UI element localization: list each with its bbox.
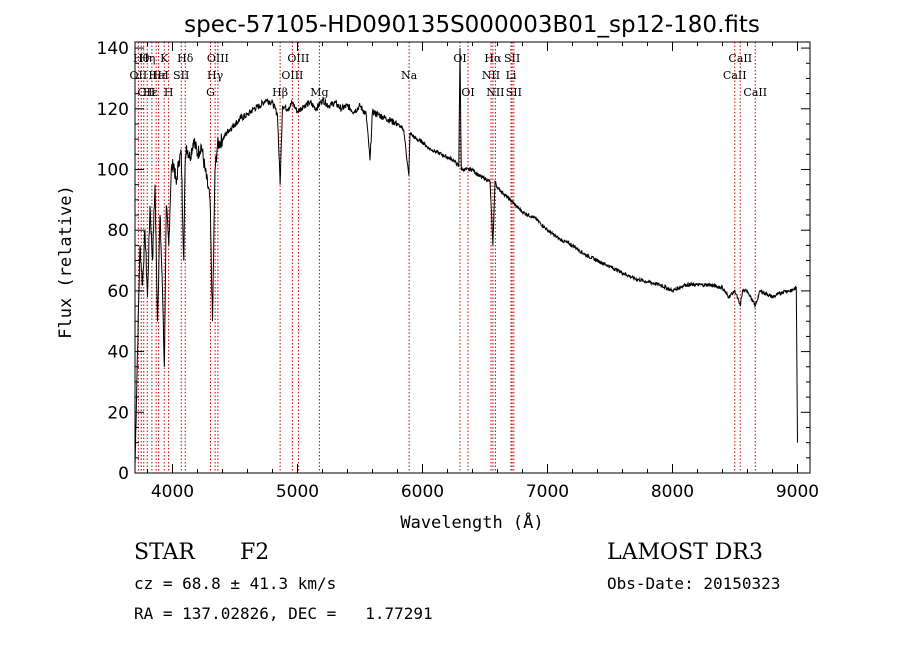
object-subclass: F2 (240, 540, 270, 565)
line-marker-label: Hδ (177, 52, 194, 65)
coordinates: RA = 137.02826, DEC = 1.77291 (134, 604, 433, 623)
y-tick-label: 20 (107, 403, 129, 423)
x-tick-label: 7000 (526, 482, 569, 502)
line-marker-label: SII (506, 86, 522, 99)
survey-name: LAMOST DR3 (607, 540, 763, 565)
line-marker-label: CaII (728, 52, 752, 65)
obs-date: Obs-Date: 20150323 (607, 574, 781, 593)
line-marker-label: Mg (310, 86, 328, 99)
y-axis-label: Flux (relative) (56, 185, 76, 339)
line-marker-label: OIII (287, 52, 309, 65)
line-marker-label: Na (401, 69, 418, 82)
y-tick-label: 80 (107, 221, 129, 241)
line-marker-label: Hβ (272, 86, 288, 99)
line-marker-label: Hα (484, 52, 502, 65)
line-marker-label: NII (482, 69, 500, 82)
y-axis: 0 20 40 60 80 100 120 140 (97, 39, 810, 484)
object-class: STAR (134, 540, 195, 565)
line-marker-label: Hγ (207, 69, 224, 82)
plot-frame (134, 41, 811, 474)
x-tick-label: 6000 (401, 482, 444, 502)
x-tick-label: 5000 (276, 482, 319, 502)
y-tick-label: 100 (97, 160, 129, 180)
line-marker-label: HeI (148, 69, 168, 82)
flux-series-line (134, 48, 798, 467)
line-marker-label: OIII (207, 52, 229, 65)
line-marker-label: K (160, 52, 169, 65)
line-marker-label: CaII (723, 69, 747, 82)
line-marker-label: OII (138, 86, 156, 99)
x-tick-label: 9000 (776, 482, 819, 502)
x-tick-label: 4000 (151, 482, 194, 502)
line-marker-label: Hη (139, 52, 155, 65)
chart-title: spec-57105-HD090135S000003B01_sp12-180.f… (184, 12, 760, 38)
line-markers (137, 42, 756, 473)
line-marker-label: NII (486, 86, 504, 99)
line-marker-label: OII (130, 69, 148, 82)
y-tick-label: 140 (97, 39, 129, 59)
x-axis: 4000 5000 6000 7000 8000 9000 (147, 42, 819, 502)
y-tick-label: 40 (107, 343, 129, 363)
line-marker-label: OIII (281, 69, 303, 82)
line-marker-label: Hε (152, 69, 168, 82)
line-marker-label: CaII (743, 86, 767, 99)
redshift-line: cz = 68.8 ± 41.3 km/s (134, 574, 337, 593)
line-marker-label: Hε (143, 86, 159, 99)
x-tick-label: 8000 (651, 482, 694, 502)
line-marker-label: H (164, 86, 174, 99)
line-marker-label: Li (506, 69, 517, 82)
line-marker-label: OI (461, 86, 474, 99)
y-tick-label: 60 (107, 282, 129, 302)
line-marker-label: Hθ (133, 52, 150, 65)
line-marker-label: G (206, 86, 215, 99)
y-tick-label: 0 (118, 464, 129, 484)
line-marker-label: SII (504, 52, 520, 65)
y-tick-label: 120 (97, 100, 129, 120)
line-marker-label: SII (173, 69, 189, 82)
x-axis-label: Wavelength (Å) (400, 511, 543, 533)
